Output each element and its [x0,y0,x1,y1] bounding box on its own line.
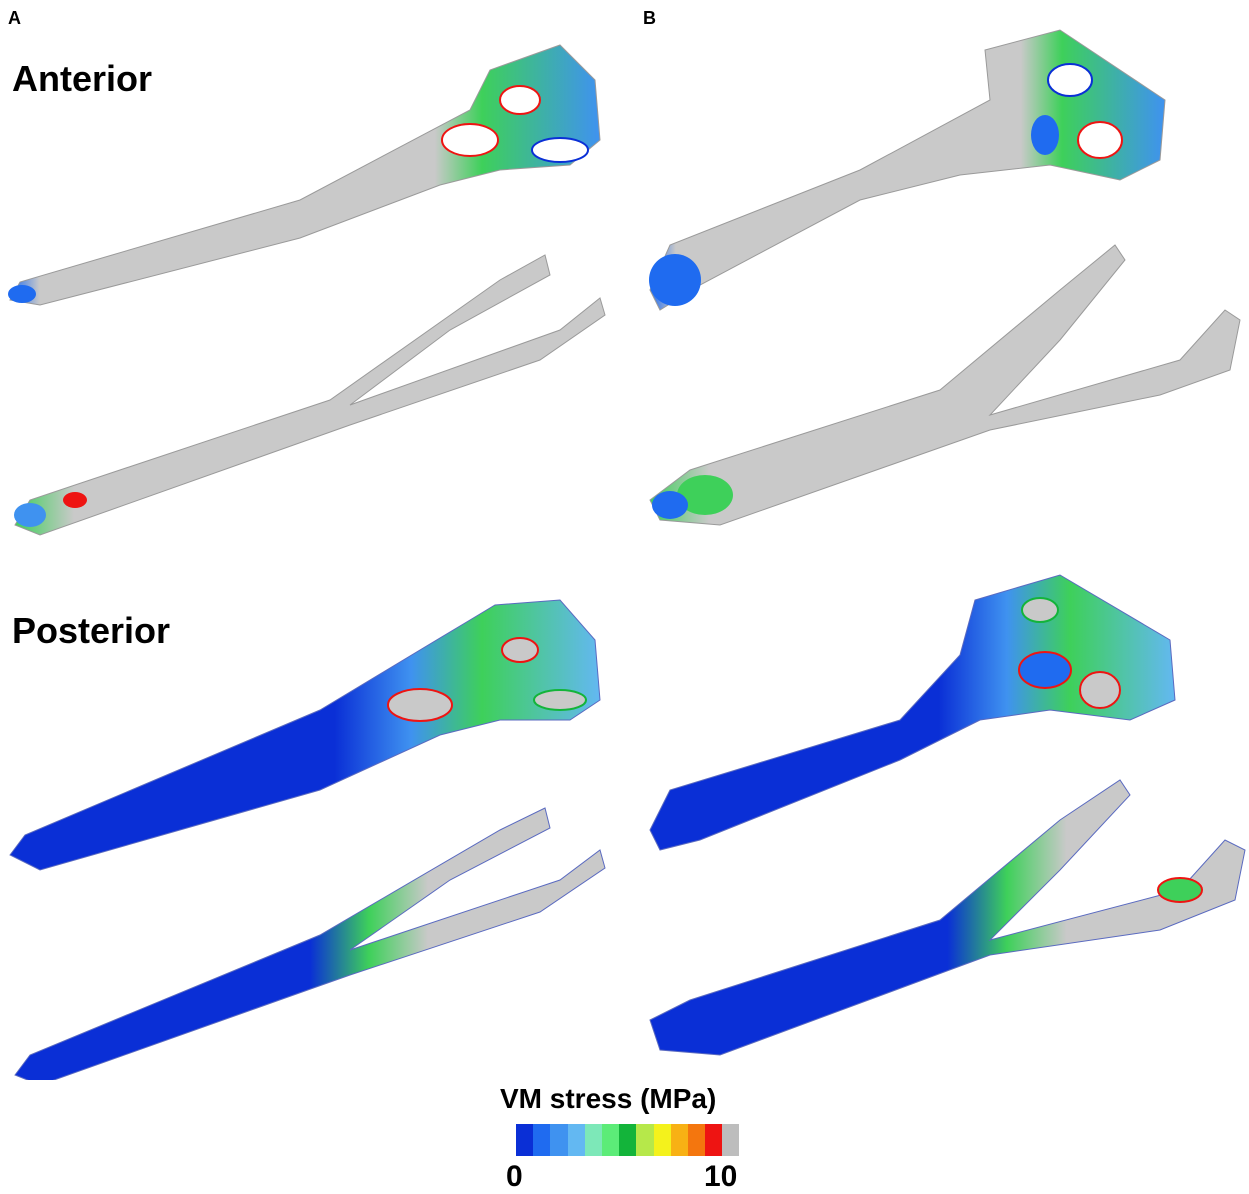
legend-color-bar [516,1124,740,1156]
skull-a-anterior [8,44,601,306]
legend-swatch-11 [705,1124,723,1156]
legend-swatch-6 [619,1124,637,1156]
stress-figure [8,29,1246,1080]
skull-b-anterior [649,29,1166,311]
legend-swatch-1 [533,1124,551,1156]
legend-swatch-9 [670,1124,688,1156]
legend-swatch-10 [687,1124,706,1156]
legend-max-label: 10 [704,1160,738,1193]
legend-title: VM stress (MPa) [500,1083,717,1114]
legend-swatch-3 [567,1124,585,1156]
skull-a-posterior [9,599,601,871]
mandible-b-anterior [649,244,1241,526]
skull-b-posterior [649,574,1176,851]
legend-min-label: 0 [506,1160,523,1193]
legend-swatch-8 [653,1124,671,1156]
legend-swatch-12 [722,1124,740,1156]
panel-label-a: A [8,8,21,28]
mandible-b-posterior [649,779,1246,1056]
row-title-anterior: Anterior [12,58,153,99]
legend-swatch-7 [636,1124,654,1156]
legend-swatch-5 [601,1124,620,1156]
legend-swatch-0 [516,1124,534,1156]
mandible-a-anterior [14,254,606,536]
mandible-a-posterior [14,807,606,1080]
stress-legend: VM stress (MPa) [500,1083,716,1115]
legend-swatch-4 [584,1124,602,1156]
legend-swatch-2 [550,1124,568,1156]
panel-label-b: B [643,8,656,28]
row-title-posterior: Posterior [12,610,171,651]
